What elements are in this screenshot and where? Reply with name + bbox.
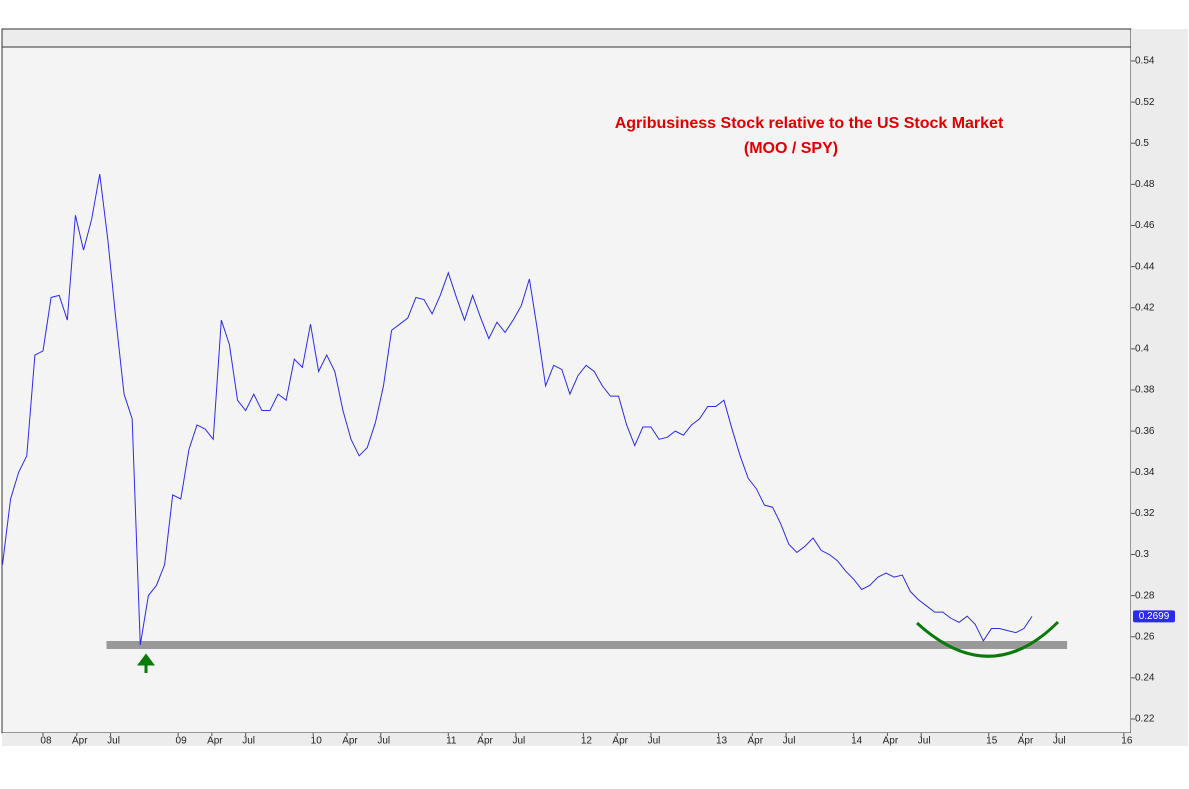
y-tick-label: 0.26 [1135, 631, 1155, 642]
y-tick-label: 0.54 [1135, 56, 1155, 67]
x-tick-label: Apr [477, 736, 493, 747]
x-tick-label: Jul [648, 736, 661, 747]
x-tick-label: Apr [1018, 736, 1034, 747]
header-bar [1, 28, 1132, 48]
x-tick-label: 09 [176, 736, 188, 747]
x-tick-label: Apr [207, 736, 223, 747]
x-tick-label: Apr [72, 736, 88, 747]
last-value-badge [1133, 610, 1175, 623]
y-tick-label: 0.4 [1135, 344, 1149, 355]
x-tick-label: 14 [851, 736, 863, 747]
x-tick-label: 15 [986, 736, 998, 747]
data-line [1, 173, 1033, 646]
chart-title: Agribusiness Stock relative to the US St… [615, 115, 1004, 132]
y-tick-label: 0.24 [1135, 673, 1155, 684]
plot-area [1, 46, 1132, 734]
x-tick-label: Jul [107, 736, 120, 747]
x-tick-label: Jul [242, 736, 255, 747]
x-tick-label: 12 [581, 736, 593, 747]
x-tick-label: 11 [446, 736, 457, 747]
x-axis-strip [2, 733, 1131, 746]
x-tick-label: 08 [40, 736, 52, 747]
y-tick-label: 0.38 [1135, 385, 1155, 396]
y-tick-label: 0.46 [1135, 220, 1155, 231]
x-tick-label: Apr [748, 736, 764, 747]
x-tick-label: Apr [342, 736, 358, 747]
x-tick-label: 10 [311, 736, 323, 747]
y-tick-label: 0.5 [1135, 138, 1149, 149]
y-tick-label: 0.48 [1135, 179, 1155, 190]
y-tick-label: 0.52 [1135, 97, 1155, 108]
base-curve [915, 620, 1060, 658]
x-tick-label: Jul [512, 736, 525, 747]
y-tick-label: 0.28 [1135, 590, 1155, 601]
y-tick-label: 0.22 [1135, 714, 1155, 725]
x-tick-label: Jul [918, 736, 931, 747]
y-tick-label: 0.42 [1135, 302, 1155, 313]
x-tick-label: Jul [1053, 736, 1066, 747]
chart-subtitle: (MOO / SPY) [744, 140, 838, 157]
x-tick-label: Jul [377, 736, 390, 747]
support-level [106, 640, 1068, 649]
y-tick-label: 0.36 [1135, 426, 1155, 437]
y-axis-strip [1131, 29, 1188, 746]
y-tick-label: 0.32 [1135, 508, 1155, 519]
x-tick-label: 13 [716, 736, 728, 747]
y-tick-label: 0.34 [1135, 467, 1155, 478]
x-tick-label: 16 [1121, 736, 1133, 747]
y-tick-label: 0.44 [1135, 261, 1155, 272]
x-tick-label: Apr [883, 736, 899, 747]
y-tick-label: 0.3 [1135, 549, 1149, 560]
support-arrow [137, 653, 155, 673]
x-tick-label: Jul [783, 736, 796, 747]
x-tick-label: Apr [612, 736, 628, 747]
last-value-label: 0.2699 [1139, 611, 1170, 622]
